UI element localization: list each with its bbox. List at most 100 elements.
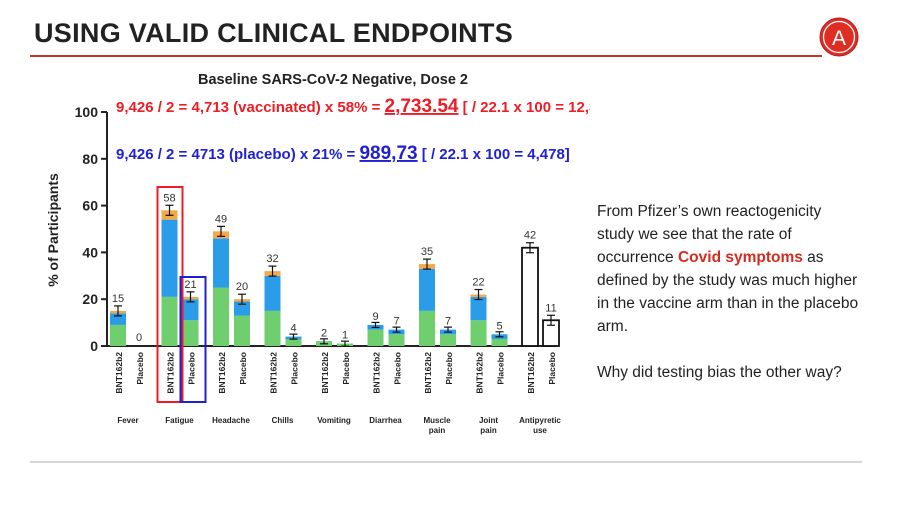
bnt-bar-mild: [213, 287, 229, 346]
placebo-annotation-value: 989,73: [359, 143, 417, 164]
category-label: Fever: [117, 416, 138, 425]
arm-label: Placebo: [444, 352, 454, 385]
highlight-box-red: [156, 186, 184, 403]
y-tick-label: 0: [90, 338, 98, 354]
bnt-bar-moderate: [264, 275, 281, 311]
placebo-value-label: 11: [545, 302, 556, 314]
arm-label: BNT162b2: [320, 352, 330, 394]
bnt-value-label: 32: [266, 253, 278, 265]
placebo-value-label: 7: [445, 316, 451, 328]
chart-title: Baseline SARS-CoV-2 Negative, Dose 2: [198, 72, 468, 88]
bnt-bar-mild: [419, 310, 435, 346]
y-tick-label: 20: [82, 291, 98, 307]
placebo-bar-mild: [491, 338, 508, 346]
y-axis-label: % of Participants: [45, 173, 61, 287]
arm-label: BNT162b2: [217, 352, 227, 394]
vaccinated-annotation-value: 2,733.54: [385, 96, 459, 117]
placebo-value-label: 21: [184, 279, 196, 291]
arm-label: Placebo: [496, 352, 506, 385]
logo-letter: A: [832, 27, 846, 50]
arm-label: Placebo: [290, 352, 300, 385]
arm-label: BNT162b2: [526, 352, 536, 394]
bnt-value-label: 35: [421, 246, 433, 258]
side-commentary: From Pfizer’s own reactogenicity study w…: [597, 200, 859, 407]
placebo-value-label: 0: [136, 332, 142, 344]
logo-icon: A: [819, 17, 859, 57]
placebo-bar-moderate: [234, 301, 250, 316]
highlight-box-blue: [179, 276, 207, 403]
arm-label: BNT162b2: [114, 352, 124, 394]
side-text-highlight: Covid symptoms: [677, 249, 803, 266]
arm-label: BNT162b2: [475, 352, 485, 394]
title-rule: [30, 55, 822, 57]
vaccinated-annotation-post: [ / 22.1 x 100 = 12,369]: [458, 99, 590, 116]
bnt-bar-mild: [470, 320, 487, 346]
bnt-value-label: 49: [215, 213, 227, 225]
y-tick-label: 80: [82, 151, 98, 167]
arm-label: BNT162b2: [166, 352, 176, 394]
arm-label: Placebo: [393, 352, 403, 385]
arm-label: Placebo: [187, 352, 197, 385]
side-paragraph-2: Why did testing bias the other way?: [597, 364, 842, 381]
placebo-bar-mild: [234, 315, 250, 346]
placebo-value-label: 20: [236, 281, 248, 293]
side-text-before: From Pfizer’s own reactogenicity study w…: [597, 203, 822, 266]
arm-label: Placebo: [135, 352, 145, 385]
category-label: Headache: [212, 416, 250, 425]
bnt-bar-mild: [367, 329, 384, 346]
placebo-bar-mild: [182, 320, 199, 346]
bnt-bar-moderate: [161, 219, 178, 297]
category-label: Chills: [272, 416, 294, 425]
bnt-bar-moderate: [213, 238, 229, 288]
side-text-after: as defined by the study was much higher …: [597, 249, 859, 335]
side-paragraph-1: From Pfizer’s own reactogenicity study w…: [597, 200, 859, 338]
logo: A: [814, 15, 864, 64]
bnt-value-label: 15: [112, 293, 124, 305]
arm-label: Placebo: [341, 352, 351, 385]
arm-label: Placebo: [547, 352, 557, 385]
bnt-bar-mild: [264, 310, 281, 346]
bnt-bar-moderate: [110, 313, 126, 325]
placebo-value-label: 1: [342, 330, 348, 342]
bnt-bar-mild: [110, 324, 126, 346]
bnt-value-label: 22: [472, 277, 484, 289]
bnt-bar-mild: [161, 296, 178, 346]
y-tick-label: 60: [82, 198, 98, 214]
placebo-value-label: 4: [290, 323, 296, 335]
bnt-value-label: 2: [321, 327, 327, 339]
placebo-annotation-post: [ / 22.1 x 100 = 4,478]: [418, 146, 570, 163]
category-label: Joint: [479, 416, 498, 425]
placebo-bar-mild: [388, 334, 405, 346]
category-label: Vomiting: [317, 416, 351, 425]
placebo-value-label: 7: [393, 316, 399, 328]
y-tick-label: 100: [75, 104, 99, 120]
placebo-bar-mild: [440, 334, 456, 346]
bnt-bar-moderate: [419, 268, 435, 311]
bnt-bar-moderate: [470, 296, 487, 321]
category-label: pain: [429, 426, 446, 435]
category-label: Muscle: [423, 416, 451, 425]
placebo-bar-mild: [285, 338, 302, 346]
reactogenicity-chart: Baseline SARS-CoV-2 Negative, Dose 2 9,4…: [45, 72, 590, 435]
arm-label: BNT162b2: [423, 352, 433, 394]
arm-label: BNT162b2: [269, 352, 279, 394]
footer-divider: [30, 461, 862, 463]
vaccinated-annotation-pre: 9,426 / 2 = 4,713 (vaccinated) x 58% =: [116, 99, 385, 116]
arm-label: BNT162b2: [372, 352, 382, 394]
placebo-value-label: 5: [496, 320, 502, 332]
category-label: Antipyretic: [519, 416, 561, 425]
bnt-value-label: 58: [163, 192, 175, 204]
placebo-annotation: 9,426 / 2 = 4713 (placebo) x 21% = 989,7…: [116, 143, 570, 164]
category-label: pain: [480, 426, 497, 435]
slide-title: USING VALID CLINICAL ENDPOINTS: [34, 18, 514, 48]
bnt-bar-outline: [521, 246, 539, 347]
arm-label: Placebo: [238, 352, 248, 385]
category-label: Fatigue: [165, 416, 194, 425]
bnt-value-label: 42: [524, 230, 536, 242]
plot-area: 02040608010015BNT162b20PlaceboFever58BNT…: [75, 104, 562, 435]
y-tick-label: 40: [82, 244, 98, 260]
vaccinated-annotation: 9,426 / 2 = 4,713 (vaccinated) x 58% = 2…: [116, 96, 590, 117]
placebo-bar-moderate: [182, 299, 199, 321]
category-label: Diarrhea: [369, 416, 402, 425]
bnt-value-label: 9: [372, 311, 378, 323]
